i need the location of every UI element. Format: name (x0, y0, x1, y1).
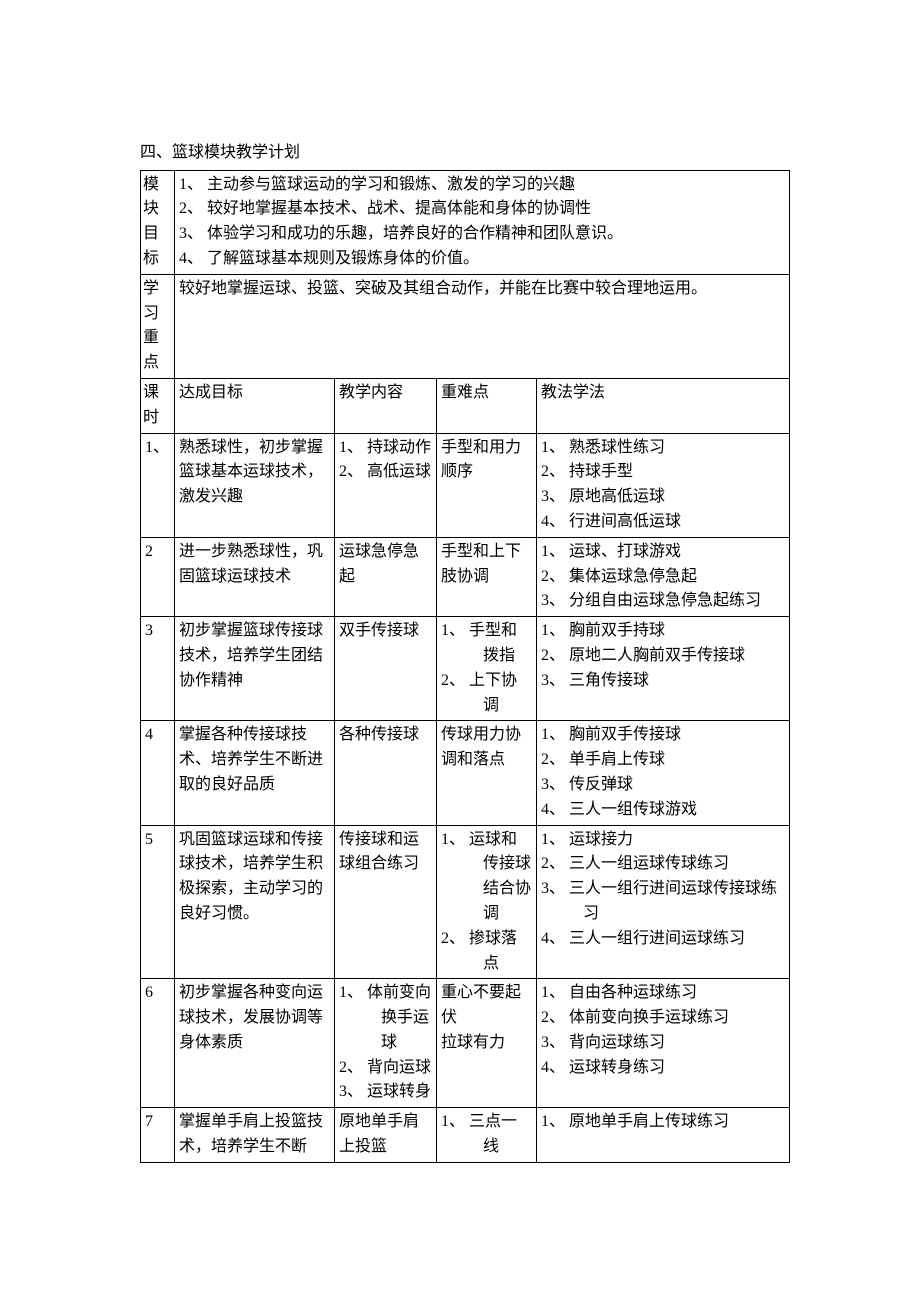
table-row: 5 巩固篮球运球和传接球技术，培养学生积极探索，主动学习的良好习惯。 传接球和运… (141, 825, 790, 979)
list-item: 2、上下协调 (441, 669, 532, 719)
list-item: 2、掺球落点 (441, 927, 532, 977)
header-kh: 课时 (141, 378, 175, 433)
list-item: 2、体前变向换手运球练习 (541, 1006, 785, 1031)
list-item: 3、背向运球练习 (541, 1031, 785, 1056)
list-item: 1、手型和拨指 (441, 619, 532, 669)
cell-difficulty: 1、三点一线 (437, 1108, 537, 1163)
cell-content: 传接球和运球组合练习 (335, 825, 437, 979)
list-item: 4、三人一组行进间运球练习 (541, 927, 785, 952)
list-item: 3、分组自由运球急停急起练习 (541, 589, 785, 614)
cell-method: 1、运球接力 2、三人一组运球传球练习 3、三人一组行进间运球传接球练习 4、三… (537, 825, 790, 979)
section-title: 四、篮球模块教学计划 (140, 140, 790, 166)
cell-kh: 3 (141, 617, 175, 721)
header-difficulty: 重难点 (437, 378, 537, 433)
module-goal-row: 模块目标 1、主动参与篮球运动的学习和锻炼、激发的学习的兴趣 2、较好地掌握基本… (141, 170, 790, 274)
cell-content: 1、持球动作 2、高低运球 (335, 433, 437, 537)
cell-method: 1、熟悉球性练习 2、持球手型 3、原地高低运球 4、行进间高低运球 (537, 433, 790, 537)
cell-kh: 6 (141, 979, 175, 1108)
list-item: 4、行进间高低运球 (541, 510, 785, 535)
list-item: 4、运球转身练习 (541, 1056, 785, 1081)
header-row: 课时 达成目标 教学内容 重难点 教法学法 (141, 378, 790, 433)
cell-difficulty: 手型和用力顺序 (437, 433, 537, 537)
cell-method: 1、胸前双手传接球 2、单手肩上传球 3、传反弹球 4、三人一组传球游戏 (537, 721, 790, 825)
cell-difficulty: 手型和上下肢协调 (437, 537, 537, 616)
cell-goal: 掌握各种传接球技术、培养学生不断进取的良好品质 (175, 721, 335, 825)
list-item: 3、运球转身 (339, 1080, 432, 1105)
cell-difficulty: 1、运球和传接球结合协调 2、掺球落点 (437, 825, 537, 979)
cell-difficulty: 重心不要起伏 拉球有力 (437, 979, 537, 1108)
cell-kh: 4 (141, 721, 175, 825)
focus-text: 较好地掌握运球、投篮、突破及其组合动作，并能在比赛中较合理地运用。 (175, 274, 790, 378)
list-item: 1、自由各种运球练习 (541, 981, 785, 1006)
table-row: 4 掌握各种传接球技术、培养学生不断进取的良好品质 各种传接球 传球用力协调和落… (141, 721, 790, 825)
list-item: 1、运球、打球游戏 (541, 540, 785, 565)
cell-goal: 熟悉球性，初步掌握篮球基本运球技术，激发兴趣 (175, 433, 335, 537)
list-item: 3、三角传接球 (541, 669, 785, 694)
table-row: 7 掌握单手肩上投篮技术，培养学生不断 原地单手肩上投篮 1、三点一线 1、原地… (141, 1108, 790, 1163)
cell-content: 双手传接球 (335, 617, 437, 721)
cell-kh: 7 (141, 1108, 175, 1163)
cell-goal: 巩固篮球运球和传接球技术，培养学生积极探索，主动学习的良好习惯。 (175, 825, 335, 979)
header-content: 教学内容 (335, 378, 437, 433)
list-item: 1、运球和传接球结合协调 (441, 828, 532, 927)
cell-method: 1、原地单手肩上传球练习 (537, 1108, 790, 1163)
table-row: 6 初步掌握各种变向运球技术，发展协调等身体素质 1、体前变向换手运球 2、背向… (141, 979, 790, 1108)
list-item: 1、胸前双手传接球 (541, 723, 785, 748)
cell-goal: 初步掌握篮球传接球技术，培养学生团结协作精神 (175, 617, 335, 721)
list-item: 2、背向运球 (339, 1056, 432, 1081)
cell-method: 1、胸前双手持球 2、原地二人胸前双手传接球 3、三角传接球 (537, 617, 790, 721)
cell-difficulty: 1、手型和拨指 2、上下协调 (437, 617, 537, 721)
cell-method: 1、运球、打球游戏 2、集体运球急停急起 3、分组自由运球急停急起练习 (537, 537, 790, 616)
table-row: 2 进一步熟悉球性，巩固篮球运球技术 运球急停急起 手型和上下肢协调 1、运球、… (141, 537, 790, 616)
cell-content: 各种传接球 (335, 721, 437, 825)
cell-content: 原地单手肩上投篮 (335, 1108, 437, 1163)
list-item: 1、体前变向换手运球 (339, 981, 432, 1055)
module-goal-item: 1、主动参与篮球运动的学习和锻炼、激发的学习的兴趣 (179, 173, 785, 198)
cell-goal: 掌握单手肩上投篮技术，培养学生不断 (175, 1108, 335, 1163)
module-goal-list: 1、主动参与篮球运动的学习和锻炼、激发的学习的兴趣 2、较好地掌握基本技术、战术… (179, 173, 785, 272)
list-item: 2、原地二人胸前双手传接球 (541, 644, 785, 669)
list-item: 3、三人一组行进间运球传接球练习 (541, 877, 785, 927)
header-method: 教法学法 (537, 378, 790, 433)
table-row: 3 初步掌握篮球传接球技术，培养学生团结协作精神 双手传接球 1、手型和拨指 2… (141, 617, 790, 721)
header-goal: 达成目标 (175, 378, 335, 433)
list-item: 4、三人一组传球游戏 (541, 798, 785, 823)
cell-goal: 进一步熟悉球性，巩固篮球运球技术 (175, 537, 335, 616)
list-item: 2、单手肩上传球 (541, 748, 785, 773)
list-item: 2、持球手型 (541, 460, 785, 485)
module-goal-cell: 1、主动参与篮球运动的学习和锻炼、激发的学习的兴趣 2、较好地掌握基本技术、战术… (175, 170, 790, 274)
focus-label: 学习重点 (141, 274, 175, 378)
list-item: 1、原地单手肩上传球练习 (541, 1110, 785, 1135)
cell-kh: 5 (141, 825, 175, 979)
module-goal-label: 模块目标 (141, 170, 175, 274)
focus-row: 学习重点 较好地掌握运球、投篮、突破及其组合动作，并能在比赛中较合理地运用。 (141, 274, 790, 378)
teaching-plan-table: 模块目标 1、主动参与篮球运动的学习和锻炼、激发的学习的兴趣 2、较好地掌握基本… (140, 170, 790, 1163)
list-item: 2、高低运球 (339, 460, 432, 485)
cell-content: 运球急停急起 (335, 537, 437, 616)
list-item: 1、熟悉球性练习 (541, 436, 785, 461)
module-goal-item: 2、较好地掌握基本技术、战术、提高体能和身体的协调性 (179, 197, 785, 222)
cell-method: 1、自由各种运球练习 2、体前变向换手运球练习 3、背向运球练习 4、运球转身练… (537, 979, 790, 1108)
module-goal-item: 3、体验学习和成功的乐趣，培养良好的合作精神和团队意识。 (179, 222, 785, 247)
list-item: 2、集体运球急停急起 (541, 565, 785, 590)
list-item: 1、持球动作 (339, 436, 432, 461)
list-item: 3、原地高低运球 (541, 485, 785, 510)
list-item: 1、胸前双手持球 (541, 619, 785, 644)
list-item: 2、三人一组运球传球练习 (541, 852, 785, 877)
cell-goal: 初步掌握各种变向运球技术，发展协调等身体素质 (175, 979, 335, 1108)
module-goal-item: 4、了解篮球基本规则及锻炼身体的价值。 (179, 247, 785, 272)
cell-difficulty: 传球用力协调和落点 (437, 721, 537, 825)
cell-kh: 1、 (141, 433, 175, 537)
list-item: 1、运球接力 (541, 828, 785, 853)
list-item: 3、传反弹球 (541, 773, 785, 798)
cell-content: 1、体前变向换手运球 2、背向运球 3、运球转身 (335, 979, 437, 1108)
cell-kh: 2 (141, 537, 175, 616)
list-item: 1、三点一线 (441, 1110, 532, 1160)
table-row: 1、 熟悉球性，初步掌握篮球基本运球技术，激发兴趣 1、持球动作 2、高低运球 … (141, 433, 790, 537)
